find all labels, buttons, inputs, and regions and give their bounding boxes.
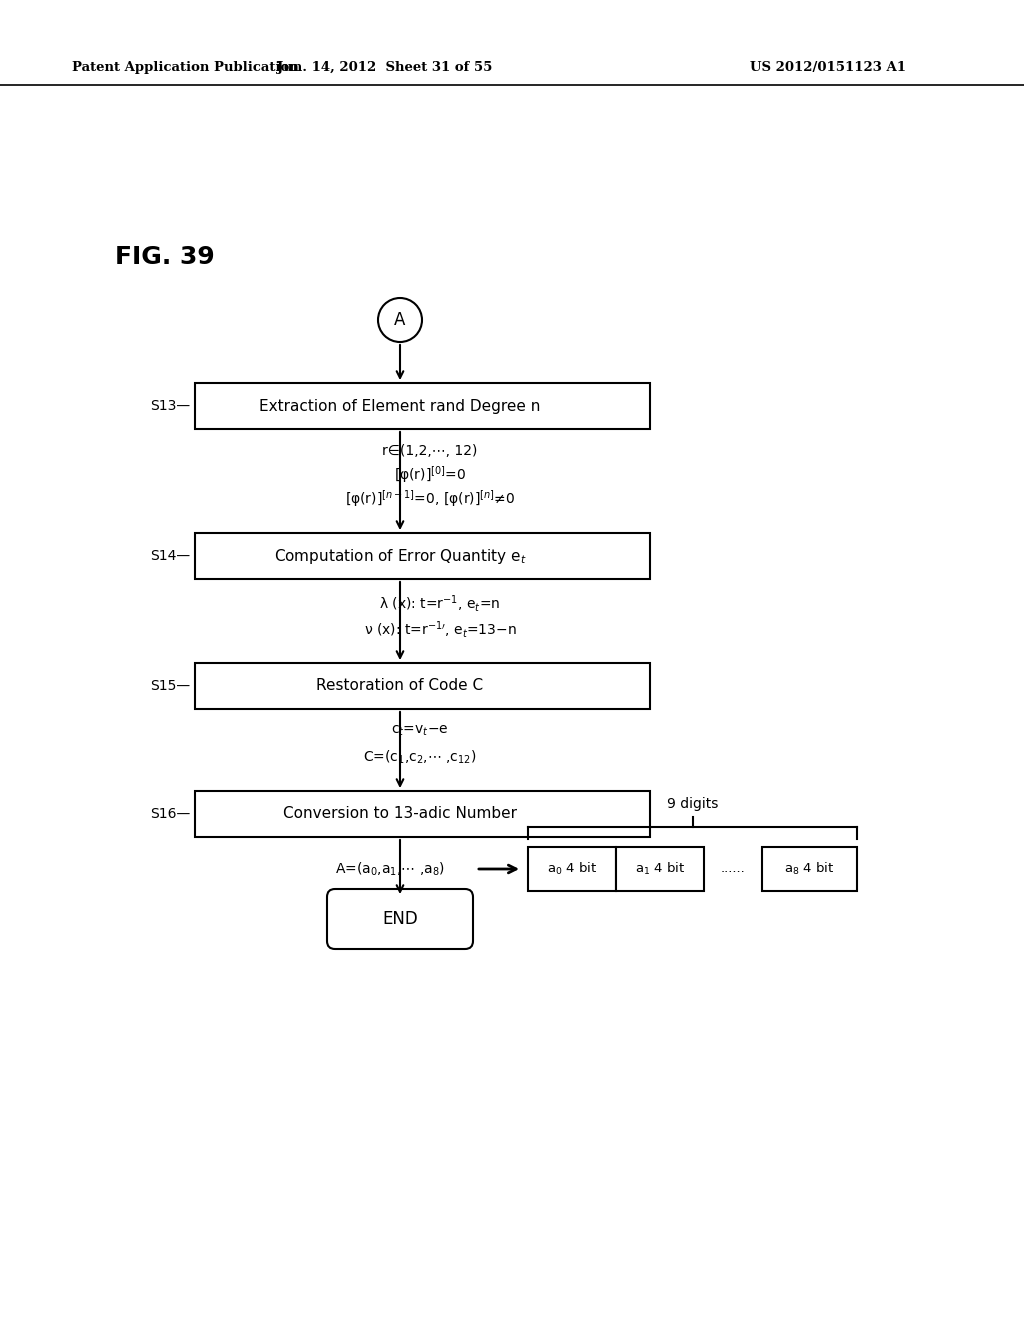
Text: c$_t$=v$_t$−e: c$_t$=v$_t$−e [391, 723, 449, 738]
Text: FIG. 39: FIG. 39 [115, 246, 215, 269]
Text: a$_1$ 4 bit: a$_1$ 4 bit [635, 861, 685, 876]
Text: a$_8$ 4 bit: a$_8$ 4 bit [784, 861, 835, 876]
Bar [195, 533, 650, 579]
Text: Extraction of Element rand Degree n: Extraction of Element rand Degree n [259, 399, 541, 413]
Bar [762, 847, 857, 891]
Text: S14—: S14— [150, 549, 190, 564]
Text: Conversion to 13-adic Number: Conversion to 13-adic Number [283, 807, 517, 821]
Text: a$_0$ 4 bit: a$_0$ 4 bit [547, 861, 597, 876]
Text: END: END [382, 909, 418, 928]
Text: S13—: S13— [150, 399, 190, 413]
Text: [φ(r)]$^{[0]}$=0: [φ(r)]$^{[0]}$=0 [394, 465, 466, 486]
Text: ......: ...... [721, 862, 745, 875]
Text: Patent Application Publication: Patent Application Publication [72, 62, 299, 74]
Bar [528, 847, 616, 891]
Text: C=(c$_1$,c$_2$,⋯ ,c$_{12}$): C=(c$_1$,c$_2$,⋯ ,c$_{12}$) [364, 748, 477, 766]
Text: 9 digits: 9 digits [667, 797, 718, 810]
Bar [195, 663, 650, 709]
FancyBboxPatch shape [327, 888, 473, 949]
Text: A=(a$_0$,a$_1$,⋯ ,a$_8$): A=(a$_0$,a$_1$,⋯ ,a$_8$) [335, 861, 445, 878]
Bar [195, 791, 650, 837]
Text: A: A [394, 312, 406, 329]
Text: ν (x): t=r$^{-1\prime}$, e$_t$=13−n: ν (x): t=r$^{-1\prime}$, e$_t$=13−n [364, 619, 516, 639]
Text: Computation of Error Quantity e$_t$: Computation of Error Quantity e$_t$ [273, 546, 526, 565]
Text: r∈(1,2,⋯, 12): r∈(1,2,⋯, 12) [382, 444, 477, 458]
Text: Jun. 14, 2012  Sheet 31 of 55: Jun. 14, 2012 Sheet 31 of 55 [278, 62, 493, 74]
Text: Restoration of Code C: Restoration of Code C [316, 678, 483, 693]
Text: S16—: S16— [150, 807, 190, 821]
Text: S15—: S15— [150, 678, 190, 693]
Text: [φ(r)]$^{[n−1]}$=0, [φ(r)]$^{[n]}$≠0: [φ(r)]$^{[n−1]}$=0, [φ(r)]$^{[n]}$≠0 [345, 488, 515, 510]
Bar [616, 847, 705, 891]
Text: λ (x): t=r$^{-1}$, e$_t$=n: λ (x): t=r$^{-1}$, e$_t$=n [379, 593, 501, 614]
Text: US 2012/0151123 A1: US 2012/0151123 A1 [750, 62, 906, 74]
Bar [195, 383, 650, 429]
